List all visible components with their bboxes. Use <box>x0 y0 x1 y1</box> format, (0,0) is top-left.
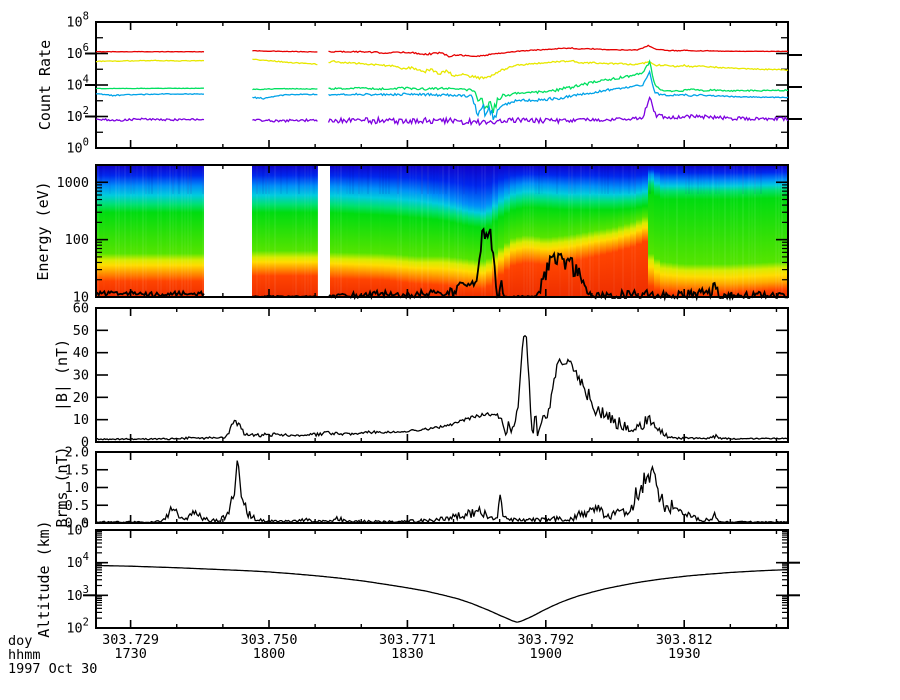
ytick-label: 0.5 <box>65 498 89 514</box>
series-green-line <box>328 59 789 114</box>
ytick-label: 1000 <box>56 175 89 191</box>
ytick-label: 104 <box>66 74 89 94</box>
xtick-hhmm-label: 1930 <box>668 646 701 662</box>
series-yellow-line <box>95 59 205 63</box>
xtick-doy-label: 303.771 <box>379 632 436 648</box>
ytick-label: 103 <box>66 584 89 604</box>
series-yellow-line <box>252 58 318 66</box>
xaxis-row2-label: hhmm <box>8 647 41 663</box>
xtick-hhmm-label: 1800 <box>253 646 286 662</box>
panel-count-rate-series <box>95 44 789 127</box>
series-red-line <box>328 44 789 58</box>
ytick-label: 10 <box>73 290 89 306</box>
energy-spectrogram-image <box>95 164 789 302</box>
ytick-label: 100 <box>65 232 89 248</box>
xaxis-row1-label: doy <box>8 633 33 649</box>
xtick-hhmm-label: 1900 <box>530 646 563 662</box>
ytick-label: 106 <box>66 42 89 62</box>
xtick-doy-label: 303.812 <box>656 632 713 648</box>
xtick-doy-label: 303.729 <box>102 632 159 648</box>
ytick-label: 10 <box>73 412 89 428</box>
xtick-hhmm-label: 1830 <box>391 646 424 662</box>
ytick-label: 0 <box>81 435 89 451</box>
series-altitude-line <box>96 564 788 623</box>
series-green-line <box>252 87 318 91</box>
series-yellow-line <box>328 59 789 81</box>
ytick-label: 30 <box>73 368 89 384</box>
ytick-label: 108 <box>66 11 89 31</box>
panel-b-field-series <box>96 334 789 441</box>
series-purple-line <box>96 117 205 122</box>
series-purple-line <box>252 117 318 123</box>
spectrogram-overlay-trace <box>95 289 205 298</box>
ytick-label: 102 <box>66 617 89 637</box>
panel-energy-spectrogram-axes: 10 100 1000 <box>56 164 789 306</box>
xtick-doy-label: 303.792 <box>517 632 574 648</box>
ylabel-energy: Energy (eV) <box>34 181 52 281</box>
series-cyan-line <box>252 93 318 100</box>
series-cyan-line <box>95 93 205 97</box>
series-brms-line <box>95 460 789 525</box>
series-purple-line <box>327 95 789 127</box>
ytick-label: 1.0 <box>65 480 89 496</box>
ylabel-count-rate: Count Rate <box>36 39 54 131</box>
ytick-label: 104 <box>66 551 89 571</box>
panel-brms-axes: 0.0 0.5 1.0 1.52.0 <box>65 445 789 532</box>
series-cyan-line <box>328 69 789 121</box>
panel-b-field-axes: 0 10 20 30 40 50 60 <box>73 301 789 451</box>
ytick-label: 40 <box>73 345 89 361</box>
series-green-line <box>95 87 205 90</box>
panel-altitude-axes: 102 103 104 105 <box>66 519 789 637</box>
ytick-label: 0.0 <box>65 516 89 532</box>
ylabel-brms: Brms (nT) <box>53 446 71 528</box>
xtick-doy-label: 303.750 <box>241 632 298 648</box>
ytick-label: 2.0 <box>65 445 89 461</box>
ytick-label: 105 <box>66 519 89 539</box>
ytick-label: 20 <box>73 390 89 406</box>
panel-altitude-series <box>96 564 788 623</box>
xtick-hhmm-label: 1730 <box>114 646 147 662</box>
ytick-label: 100 <box>66 137 89 157</box>
series-red-line <box>252 49 318 53</box>
ytick-label: 60 <box>73 301 89 317</box>
ytick-label: 102 <box>66 105 89 125</box>
panel-count-rate-axes: 100 102 104 106 108 <box>66 11 789 157</box>
ytick-label: 1.5 <box>65 462 89 478</box>
xaxis-date-label: 1997 Oct 30 <box>8 661 98 677</box>
series-bmag-line <box>96 334 789 441</box>
ytick-label: 50 <box>73 323 89 339</box>
panel-brms-series <box>95 460 789 525</box>
ylabel-altitude: Altitude (km) <box>35 520 53 638</box>
spectrogram-overlay-trace <box>327 227 789 302</box>
